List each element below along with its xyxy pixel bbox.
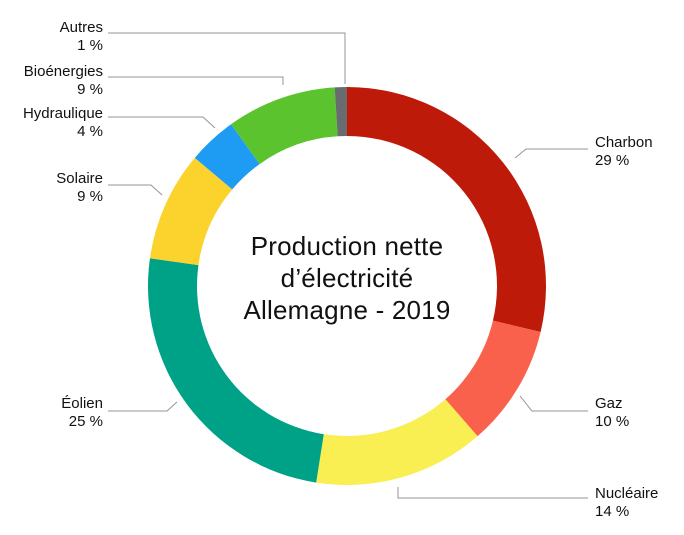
slice-gaz	[445, 320, 541, 437]
slice-eolien	[148, 258, 324, 483]
label-autres-name: Autres	[59, 19, 103, 36]
chart-title-line-2: d’électricité	[280, 263, 414, 293]
slice-autres	[334, 86, 347, 137]
label-gaz-name: Gaz	[595, 395, 623, 412]
leader-line-gaz	[519, 395, 588, 412]
slice-charbon	[347, 87, 546, 332]
leader-line-solaire	[108, 184, 163, 196]
label-charbon: Charbon 29 %	[595, 134, 653, 170]
leader-line-charbon	[514, 148, 588, 159]
label-eolien: Éolien 25 %	[61, 395, 103, 431]
leader-line-nucleaire	[397, 487, 588, 499]
slice-nucleaire	[316, 399, 478, 486]
slice-hydraulique	[194, 124, 260, 190]
chart-title: Production nette d’électricité Allemagne…	[147, 230, 547, 326]
label-autres: Autres 1 %	[60, 19, 103, 55]
label-nucleaire-percent: 14 %	[595, 503, 630, 520]
label-bioenergies-percent: 9 %	[77, 81, 103, 98]
label-bioenergies-name: Bioénergies	[23, 63, 103, 80]
label-nucleaire-name: Nucléaire	[595, 485, 659, 502]
label-eolien-percent: 25 %	[68, 413, 103, 430]
leader-line-autres	[108, 32, 346, 84]
label-solaire-percent: 9 %	[77, 188, 103, 205]
label-nucleaire: Nucléaire 14 %	[595, 485, 658, 521]
chart-title-line-3: Allemagne - 2019	[243, 295, 451, 325]
leader-line-eolien	[108, 401, 178, 412]
leader-line-hydraulique	[108, 116, 216, 129]
label-eolien-name: Éolien	[61, 395, 103, 412]
chart-title-line-1: Production nette	[250, 231, 444, 261]
label-solaire: Solaire 9 %	[56, 170, 103, 206]
slice-bioenergies	[231, 87, 338, 165]
label-hydraulique: Hydraulique 4 %	[23, 105, 103, 141]
leader-line-bioenergies	[108, 76, 284, 85]
label-solaire-name: Solaire	[56, 170, 103, 187]
slice-solaire	[149, 157, 233, 266]
label-hydraulique-name: Hydraulique	[22, 105, 103, 122]
label-hydraulique-percent: 4 %	[77, 123, 103, 140]
label-gaz: Gaz 10 %	[595, 395, 629, 431]
label-autres-percent: 1 %	[77, 37, 103, 54]
label-bioenergies: Bioénergies 9 %	[24, 63, 103, 99]
label-gaz-percent: 10 %	[595, 413, 630, 430]
label-charbon-name: Charbon	[595, 134, 653, 151]
label-charbon-percent: 29 %	[595, 152, 630, 169]
